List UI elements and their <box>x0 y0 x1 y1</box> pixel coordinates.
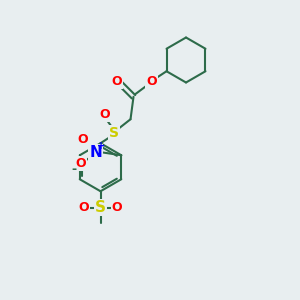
Text: S: S <box>109 126 119 140</box>
Text: O: O <box>112 201 122 214</box>
Text: O: O <box>100 108 110 121</box>
Text: N: N <box>89 145 102 160</box>
Text: O: O <box>79 201 89 214</box>
Text: O: O <box>112 75 122 88</box>
Text: -: - <box>72 163 77 176</box>
Text: S: S <box>95 200 106 215</box>
Text: O: O <box>76 157 86 170</box>
Text: +: + <box>97 141 105 151</box>
Text: O: O <box>146 75 157 88</box>
Text: O: O <box>77 133 88 146</box>
